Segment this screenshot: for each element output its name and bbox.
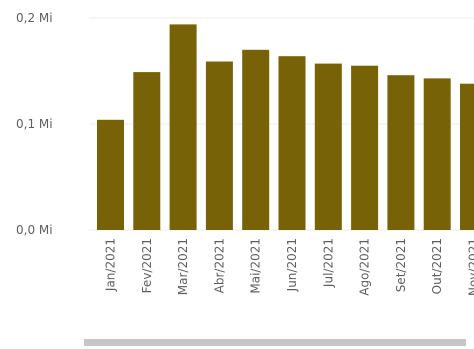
x-tick-label: Nov/2021 [467, 238, 474, 296]
scrollbar-thumb[interactable] [84, 339, 466, 346]
bars [97, 24, 474, 231]
bar[interactable] [278, 56, 306, 231]
bar[interactable] [423, 78, 451, 231]
bar[interactable] [351, 65, 379, 230]
bar[interactable] [387, 75, 415, 230]
y-tick-label: 0,0 Mi [16, 223, 53, 237]
bar[interactable] [314, 63, 342, 230]
x-tick-label: Ago/2021 [358, 238, 372, 296]
x-tick-label: Out/2021 [430, 238, 444, 294]
bar[interactable] [97, 119, 124, 230]
bar[interactable] [242, 49, 270, 230]
x-tick-label: Mar/2021 [176, 238, 190, 295]
x-tick-label: Abr/2021 [212, 238, 226, 293]
x-tick-label: Set/2021 [394, 238, 408, 292]
bar[interactable] [205, 61, 233, 231]
y-axis-ticks: 0,0 Mi 0,1 Mi 0,2 Mi [16, 11, 53, 237]
y-tick-label: 0,2 Mi [16, 11, 53, 25]
horizontal-scrollbar[interactable] [84, 339, 466, 346]
y-tick-label: 0,1 Mi [16, 117, 53, 131]
x-axis-ticks: Jan/2021 Fev/2021 Mar/2021 Abr/2021 Mai/2021… [104, 238, 474, 296]
x-tick-label: Jul/2021 [321, 238, 335, 288]
bar[interactable] [169, 24, 197, 231]
x-tick-label: Mai/2021 [249, 238, 263, 294]
bar[interactable] [133, 72, 161, 230]
x-tick-label: Jan/2021 [104, 238, 118, 292]
x-tick-label: Fev/2021 [140, 238, 154, 293]
x-tick-label: Jun/2021 [285, 238, 299, 292]
bar[interactable] [460, 83, 474, 230]
